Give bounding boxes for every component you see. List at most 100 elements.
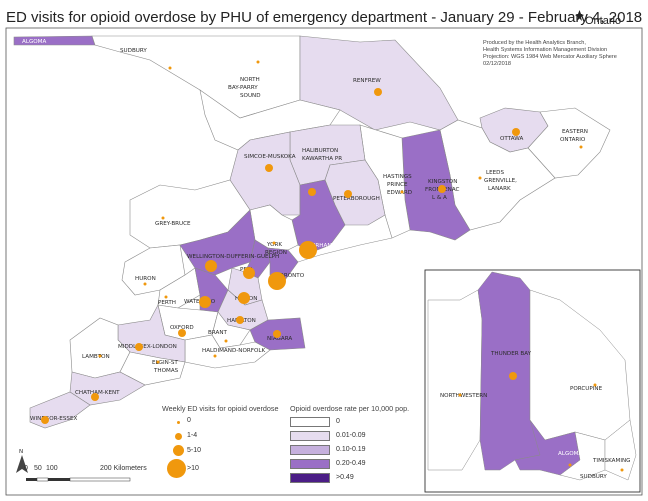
- inset-dot-timiskaming: [620, 468, 624, 472]
- label-haldimand: HALDIMAND-NORFOLK: [202, 348, 265, 354]
- dot-toronto: [268, 272, 286, 290]
- scale-tick: 0: [24, 465, 28, 472]
- dot-hastings: [400, 190, 404, 194]
- legend-swatch-1: [290, 431, 330, 441]
- label-eastern: EASTERN: [562, 129, 588, 135]
- label-leeds: GRENVILLE,: [484, 178, 517, 184]
- inset-label-northwestern: NORTHWESTERN: [440, 393, 487, 399]
- dot-perth: [164, 295, 168, 299]
- label-middlesex: MIDDLESEX-LONDON: [118, 344, 177, 350]
- inset-label-porcupine: PORCUPINE: [570, 386, 603, 392]
- label-kingston: L & A: [432, 195, 447, 201]
- dot-chatham: [91, 393, 99, 401]
- dot-leeds: [478, 176, 482, 180]
- dot-haliburton: [308, 188, 316, 196]
- legend-swatch-0: [290, 417, 330, 427]
- inset-dot-algoma: [568, 463, 572, 467]
- scale-tick: 100: [46, 465, 58, 472]
- label-grey-bruce: GREY-BRUCE: [155, 221, 191, 227]
- label-leeds: LEEDS: [486, 170, 504, 176]
- legend-rate-label: 0.10-0.19: [336, 446, 366, 453]
- label-leeds: LANARK: [488, 186, 511, 192]
- dot-brant: [224, 339, 228, 343]
- dot-lambton: [98, 354, 102, 358]
- label-brant: BRANT: [208, 330, 228, 336]
- legend-rates-title: Opioid overdose rate per 10,000 pop.: [290, 404, 410, 413]
- label-haliburton: KAWARTHA PR: [302, 156, 342, 162]
- dot-ottawa: [512, 128, 520, 136]
- dot-huron: [143, 282, 147, 286]
- label-peterborough: PETERBOROUGH: [333, 196, 380, 202]
- label-hastings: EDWARD: [387, 190, 412, 196]
- label-eastern: ONTARIO: [560, 137, 586, 143]
- dot-niagara: [273, 330, 281, 338]
- dot-haldimand: [213, 354, 217, 358]
- label-durham: DURHAM: [307, 243, 332, 249]
- region-durham: [291, 179, 346, 253]
- legend-rate-label: >0.49: [336, 474, 354, 481]
- label-oxford: OXFORD: [170, 325, 194, 331]
- label-algoma: ALGOMA: [22, 39, 47, 45]
- legend-dot-label: 0: [187, 417, 191, 424]
- credit-line: Projection: WGS 1984 Web Mercator Auxili…: [483, 54, 617, 60]
- dot-peterborough: [344, 190, 352, 198]
- dot-hamilton: [236, 316, 244, 324]
- visit-dots: [41, 60, 583, 424]
- legend-dot-label: 5-10: [187, 447, 202, 454]
- scale-tick: 50: [34, 465, 42, 472]
- dot-durham: [299, 241, 317, 259]
- dot-eastern: [579, 145, 583, 149]
- brand-ontario: Ontario: [585, 15, 622, 27]
- legend-swatch-2: [290, 445, 330, 455]
- inset-dot-thunder-bay: [509, 372, 517, 380]
- inset-label-sudbury: SUDBURY: [580, 474, 607, 480]
- label-hastings: HASTINGS: [383, 174, 412, 180]
- dot-sudbury: [168, 66, 172, 70]
- label-toronto: TORONTO: [275, 273, 305, 279]
- inset-region-timiskaming: [604, 419, 637, 481]
- north-arrow-icon: N: [16, 449, 28, 473]
- label-elgin: ELGIN-ST: [152, 360, 178, 366]
- dot-kingston: [438, 185, 446, 193]
- credit-line: Health Systems Information Management Di…: [483, 47, 608, 53]
- legend-rate-label: 0.20-0.49: [336, 460, 366, 467]
- region-eastern-ontario: [527, 107, 611, 179]
- label-haliburton: HALIBURTON: [302, 148, 338, 154]
- legend-rate-label: 0: [336, 418, 340, 425]
- label-north-bay: BAY-PARRY: [228, 85, 258, 91]
- map-title: ED visits for opioid overdose by PHU of …: [6, 9, 643, 26]
- dot-york: [272, 241, 276, 245]
- label-york: YORK: [266, 242, 282, 248]
- label-wdg: WELLINGTON-DUFFERIN-GUELPH: [187, 254, 279, 260]
- label-sudbury: SUDBURY: [120, 48, 147, 54]
- label-lambton: LAMBTON: [82, 354, 110, 360]
- inset-map: [427, 271, 637, 481]
- label-ottawa: OTTAWA: [500, 136, 523, 142]
- legend-swatch-3: [290, 459, 330, 469]
- inset-dot-porcupine: [593, 383, 597, 387]
- label-hastings: PRINCE: [387, 182, 408, 188]
- label-perth: PERTH: [158, 300, 176, 306]
- inset-dot-northwestern: [458, 393, 462, 397]
- inset-region-algoma: [514, 419, 581, 476]
- scale-bar: [26, 477, 131, 482]
- legend-dot-0: [177, 421, 180, 424]
- credit-line: Produced by the Health Analytics Branch,: [483, 40, 586, 46]
- dot-grey: [161, 216, 165, 220]
- legend-dot-1-4: [175, 433, 182, 440]
- legend-rate-label: 0.01-0.09: [336, 432, 366, 439]
- label-york: REGION: [265, 250, 287, 256]
- label-renfrew: RENFREW: [353, 78, 381, 84]
- label-niagara: NIAGARA: [267, 336, 292, 342]
- dot-north-bay: [256, 60, 260, 64]
- dot-wdg: [205, 260, 217, 272]
- ontario-trillium-logo: [575, 10, 584, 21]
- region-haldimand-norfolk: [184, 334, 271, 369]
- legend-dot-label: 1-4: [187, 432, 198, 439]
- label-chatham: CHATHAM-KENT: [75, 390, 120, 396]
- inset-label-thunder-bay: THUNDER BAY: [490, 351, 532, 357]
- credit-line: 02/12/2018: [483, 61, 511, 67]
- legend-dot-5-10: [173, 445, 184, 456]
